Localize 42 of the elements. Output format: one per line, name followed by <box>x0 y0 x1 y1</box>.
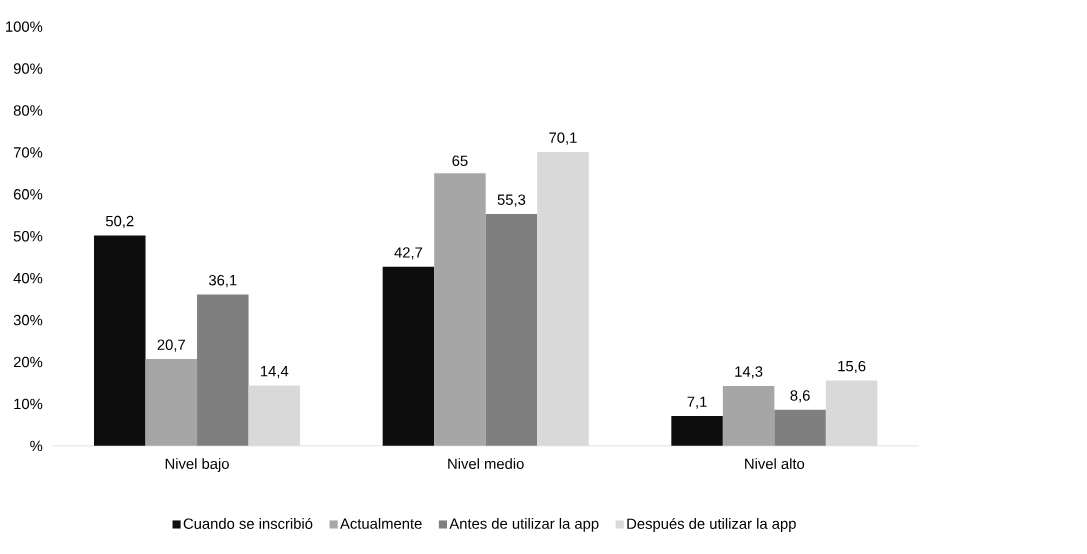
data-label: 8,6 <box>790 390 810 403</box>
bar <box>722 385 775 446</box>
data-label: 55,3 <box>497 194 526 207</box>
x-tick-label: Nivel bajo <box>165 458 229 472</box>
data-label: 15,6 <box>838 360 866 374</box>
legend-label: Cuando se inscribió <box>183 517 313 529</box>
bar <box>434 173 486 446</box>
y-tick-label: 70% <box>13 147 43 158</box>
bar <box>485 213 538 446</box>
data-label: 42,7 <box>394 247 423 260</box>
bar <box>825 380 878 446</box>
data-label: 70,1 <box>549 132 577 145</box>
y-tick-label: 20% <box>13 356 43 368</box>
data-label: 65 <box>452 155 468 166</box>
y-tick-label: 60% <box>13 188 43 200</box>
y-tick-label: 50% <box>13 230 43 242</box>
data-label: 14,4 <box>261 365 289 379</box>
legend-label: Antes de utilizar la app <box>449 517 599 532</box>
bar <box>671 415 723 446</box>
bar <box>382 266 435 446</box>
bar <box>94 235 146 446</box>
y-tick-label: 90% <box>13 63 43 74</box>
x-tick-label: Nivel medio <box>448 458 524 469</box>
data-label: 14,3 <box>735 366 763 379</box>
y-tick-label: 100% <box>6 21 43 32</box>
bar <box>197 294 249 446</box>
legend-label: Después de utilizar la app <box>627 517 796 532</box>
x-tick-label: Nivel alto <box>745 458 805 469</box>
y-tick-label: 30% <box>13 314 43 326</box>
bar <box>774 409 826 446</box>
data-label: 50,2 <box>105 215 134 228</box>
y-tick-label: 10% <box>14 398 43 410</box>
y-tick-label: 80% <box>13 105 43 116</box>
legend-label: Actualmente <box>340 517 422 529</box>
bar <box>248 385 301 446</box>
data-label: 7,1 <box>687 396 707 409</box>
y-tick-label: 40% <box>13 272 43 284</box>
y-tick-label: % <box>30 440 43 451</box>
bar <box>145 358 198 446</box>
data-label: 20,7 <box>157 339 185 352</box>
bar <box>537 151 589 446</box>
data-label: 36,1 <box>208 274 237 288</box>
